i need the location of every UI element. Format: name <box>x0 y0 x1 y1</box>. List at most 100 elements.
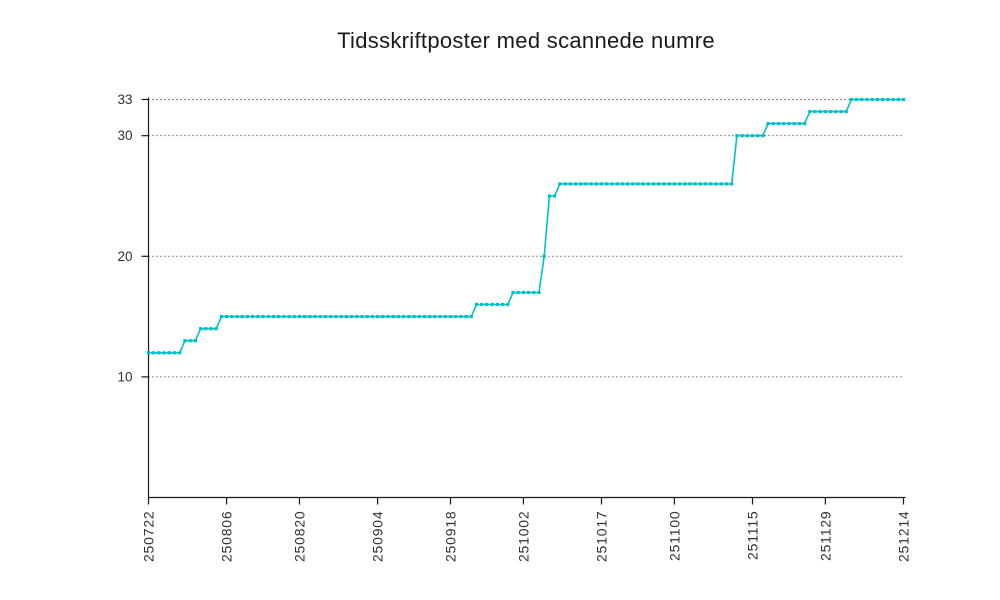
data-point-marker <box>886 97 890 102</box>
data-point-marker <box>672 182 676 186</box>
data-point-marker <box>615 182 619 186</box>
data-point-marker <box>313 315 317 319</box>
data-point-marker <box>693 182 697 186</box>
data-point-marker <box>344 315 348 319</box>
data-point-marker <box>230 315 234 319</box>
data-point-marker <box>688 182 692 186</box>
data-point-marker <box>152 351 156 355</box>
data-point-marker <box>542 254 546 258</box>
data-point-marker <box>407 315 411 319</box>
data-point-marker <box>589 182 593 186</box>
data-point-marker <box>329 315 333 319</box>
data-point-marker <box>459 315 463 319</box>
y-tick-label: 10 <box>117 369 132 384</box>
data-point-marker <box>511 290 515 295</box>
data-point-marker <box>204 327 208 331</box>
data-series-line <box>148 98 904 354</box>
data-point-marker <box>469 315 473 319</box>
x-tick-label: 250904 <box>370 511 386 563</box>
data-point-marker <box>256 315 260 319</box>
data-point-marker <box>865 97 869 102</box>
data-point-marker <box>782 122 786 126</box>
data-point-marker <box>448 315 453 319</box>
data-point-marker <box>870 97 874 102</box>
data-point-marker <box>579 182 583 186</box>
data-point-marker <box>724 182 729 186</box>
data-point-marker <box>162 351 166 355</box>
data-point-marker <box>219 315 223 319</box>
data-point-marker <box>199 327 203 331</box>
data-point-marker <box>740 134 744 138</box>
y-tick-label: 20 <box>117 249 132 264</box>
y-tick-label: 33 <box>117 92 132 107</box>
data-point-marker <box>464 315 468 319</box>
data-point-marker <box>745 134 749 138</box>
data-point-marker <box>829 110 833 114</box>
data-point-marker <box>178 351 182 355</box>
x-tick-label: 251017 <box>594 511 610 563</box>
data-point-marker <box>438 315 442 319</box>
x-tick-label: 251100 <box>666 511 682 561</box>
data-point-marker <box>297 315 302 319</box>
x-tick-label: 250722 <box>141 511 157 563</box>
data-point-marker <box>474 302 479 307</box>
data-point-marker <box>834 110 838 114</box>
data-point-marker <box>251 315 255 319</box>
data-point-marker <box>594 182 598 186</box>
data-point-marker <box>261 315 265 319</box>
data-point-marker <box>631 182 635 186</box>
data-point-marker <box>532 290 536 295</box>
data-point-marker <box>146 351 151 355</box>
data-point-marker <box>901 97 906 102</box>
data-point-marker <box>454 315 458 319</box>
data-point-marker <box>761 134 765 138</box>
data-point-marker <box>750 134 755 138</box>
data-point-marker <box>849 97 853 102</box>
data-point-marker <box>172 351 177 355</box>
data-point-marker <box>537 290 541 295</box>
data-point-marker <box>756 134 760 138</box>
data-point-marker <box>417 315 421 319</box>
data-point-marker <box>553 194 557 198</box>
chart-title: Tidsskriftposter med scannede numre <box>337 28 715 53</box>
data-point-marker <box>855 97 859 102</box>
data-point-marker <box>433 315 437 319</box>
data-point-marker <box>506 302 510 307</box>
data-point-marker <box>652 182 656 186</box>
data-point-marker <box>558 182 562 186</box>
grid-lines <box>148 99 904 378</box>
data-point-marker <box>282 315 286 319</box>
data-point-marker <box>808 110 812 114</box>
data-point-marker <box>334 315 338 319</box>
data-point-marker <box>771 122 775 126</box>
data-point-marker <box>730 182 734 186</box>
data-point-marker <box>360 315 364 319</box>
data-point-marker <box>636 182 640 186</box>
x-tick-label: 250918 <box>443 511 459 563</box>
data-point-marker <box>797 122 801 126</box>
data-point-marker <box>813 110 817 114</box>
x-tick-label: 250806 <box>219 511 235 563</box>
data-point-marker <box>339 315 343 319</box>
data-point-marker <box>386 315 390 319</box>
data-point-marker <box>803 122 807 126</box>
data-point-marker <box>605 182 609 186</box>
data-point-marker <box>844 110 848 114</box>
data-point-marker <box>547 194 551 198</box>
data-point-marker <box>667 182 671 186</box>
data-point-marker <box>480 302 484 307</box>
data-point-marker <box>521 290 525 295</box>
data-point-marker <box>573 182 578 186</box>
data-point-marker <box>787 122 791 126</box>
axes <box>147 97 906 499</box>
data-point-marker <box>355 315 359 319</box>
data-point-marker <box>662 182 666 186</box>
data-point-marker <box>225 315 229 319</box>
x-tick-label: 251129 <box>817 511 833 561</box>
data-point-marker <box>881 97 885 102</box>
y-tick-label: 30 <box>117 128 132 143</box>
data-point-marker <box>271 315 276 319</box>
data-point-marker <box>323 315 328 319</box>
data-point-marker <box>891 97 895 102</box>
